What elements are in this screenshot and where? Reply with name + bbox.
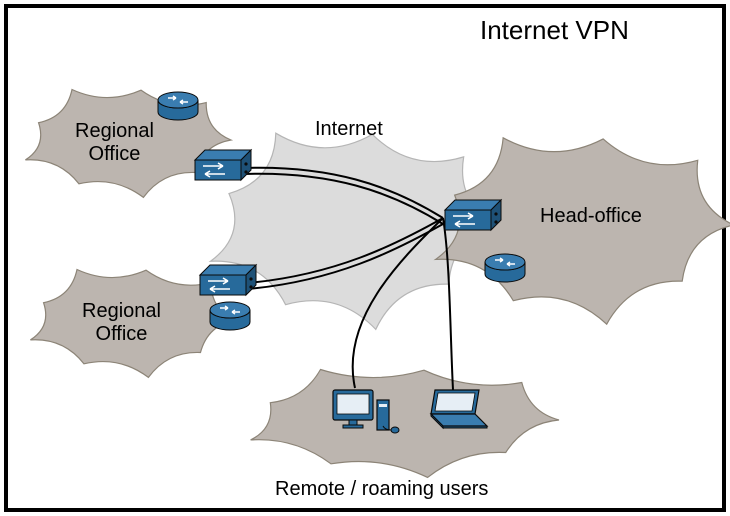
switch-icon <box>195 150 251 180</box>
title: Internet VPN <box>480 16 629 46</box>
router-icon <box>485 254 525 282</box>
switch-icon <box>200 265 256 295</box>
router-icon <box>210 302 250 330</box>
head-office-label: Head-office <box>540 205 642 228</box>
router-icon <box>158 92 198 120</box>
switch-icon <box>445 200 501 230</box>
diagram-frame: Internet VPN Internet Regional Office Re… <box>0 0 730 516</box>
regional-office-1-label: Regional Office <box>75 120 154 166</box>
remote-users-label: Remote / roaming users <box>275 478 488 501</box>
internet-label: Internet <box>315 118 383 141</box>
diagram-svg <box>0 0 730 516</box>
regional-office-2-label: Regional Office <box>82 300 161 346</box>
